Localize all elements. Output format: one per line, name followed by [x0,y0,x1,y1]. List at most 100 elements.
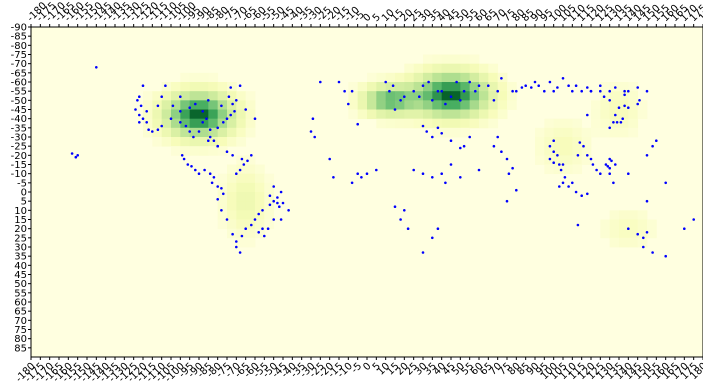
heatmap-cell [544,146,555,156]
y-tick-label: 85 [14,343,27,354]
heatmap-cell [488,72,499,83]
data-point [608,126,611,130]
data-point [403,209,406,212]
heatmap-cell [376,72,387,83]
data-point [279,218,283,221]
heatmap-cell [413,100,424,110]
data-point [272,199,276,203]
heatmap-cell [189,72,200,83]
heatmap-cell [367,100,377,110]
data-point [225,150,229,153]
heatmap-cell [385,100,396,110]
heatmap-cell [180,109,191,120]
heatmap-cell [479,109,489,120]
data-point [612,181,615,185]
data-point [580,194,583,197]
data-point [216,185,219,188]
heatmap-cell [357,100,368,110]
heatmap-cell [628,210,639,220]
data-point [615,121,619,124]
heatmap-cell [637,237,648,248]
heatmap-cell [647,228,657,239]
data-point [617,106,621,109]
data-point [201,110,204,113]
data-point [350,89,354,93]
y-tick-label: -70 [11,59,27,70]
heatmap-cell [441,100,452,110]
data-point [268,203,272,207]
heatmap-cell [535,155,545,165]
data-point [145,121,148,124]
data-point [477,168,481,172]
heatmap-cell [348,91,359,101]
y-ticks: -90-85-80-75-70-65-60-55-50-45-40-35-30-… [11,23,31,354]
heatmap-cell [217,118,228,129]
heatmap-cell [441,91,452,101]
heatmap-cell [488,91,499,101]
data-point [608,172,611,175]
data-point [561,163,565,166]
heatmap-cell [479,63,489,74]
heatmap-cell [217,210,228,220]
heatmap-cell [227,201,237,211]
heatmap-cell [507,91,517,101]
data-point [356,172,360,175]
heatmap-cell [376,118,387,129]
data-point [208,128,212,131]
heatmap-cell [451,118,461,129]
heatmap-cell [143,91,153,101]
data-point [655,139,658,142]
heatmap-cell [451,72,461,83]
y-tick-label: 65 [14,307,27,318]
heatmap-cell [236,173,247,184]
heatmap-cell [227,164,237,175]
heatmap-cells [143,54,657,248]
heatmap-cell [171,100,181,110]
heatmap-cell [609,237,620,248]
y-tick-label: -30 [11,133,27,144]
heatmap-cell [199,72,209,83]
heatmap-cell [423,91,433,101]
heatmap-cell [451,109,461,120]
data-point [614,163,617,166]
heatmap-cell [544,164,555,175]
data-point [449,139,453,142]
heatmap-cell [236,155,247,165]
heatmap-cell [180,100,191,110]
data-point [242,163,246,166]
data-point [418,95,421,98]
heatmap-cell [432,91,443,101]
data-point [220,104,223,108]
heatmap-cell [432,109,443,120]
heatmap-cell [479,82,489,92]
data-point [599,172,602,175]
y-tick-label: -10 [11,169,27,180]
heatmap-cell [591,109,601,120]
data-point [227,95,231,98]
heatmap-cell [199,100,209,110]
data-point [197,172,201,175]
heatmap-cell [441,118,452,129]
data-point [586,154,589,157]
heatmap-cell [171,146,181,156]
heatmap-cell [180,127,191,138]
y-tick-label: 5 [21,197,27,208]
data-point [337,80,341,84]
data-point [235,240,238,243]
data-point [563,176,567,179]
data-point [552,161,555,164]
data-point [257,231,261,234]
data-point [552,139,555,142]
data-point [253,117,257,120]
heatmap-cell [609,118,620,129]
y-tick-label: 45 [14,270,27,281]
data-point [263,234,266,238]
heatmap-cell [404,91,415,101]
data-point [651,144,654,148]
data-point [627,227,630,230]
data-point [586,192,589,196]
heatmap-cell [441,127,452,138]
heatmap-cell [451,127,461,138]
heatmap-cell [217,192,228,202]
data-point [651,251,654,254]
